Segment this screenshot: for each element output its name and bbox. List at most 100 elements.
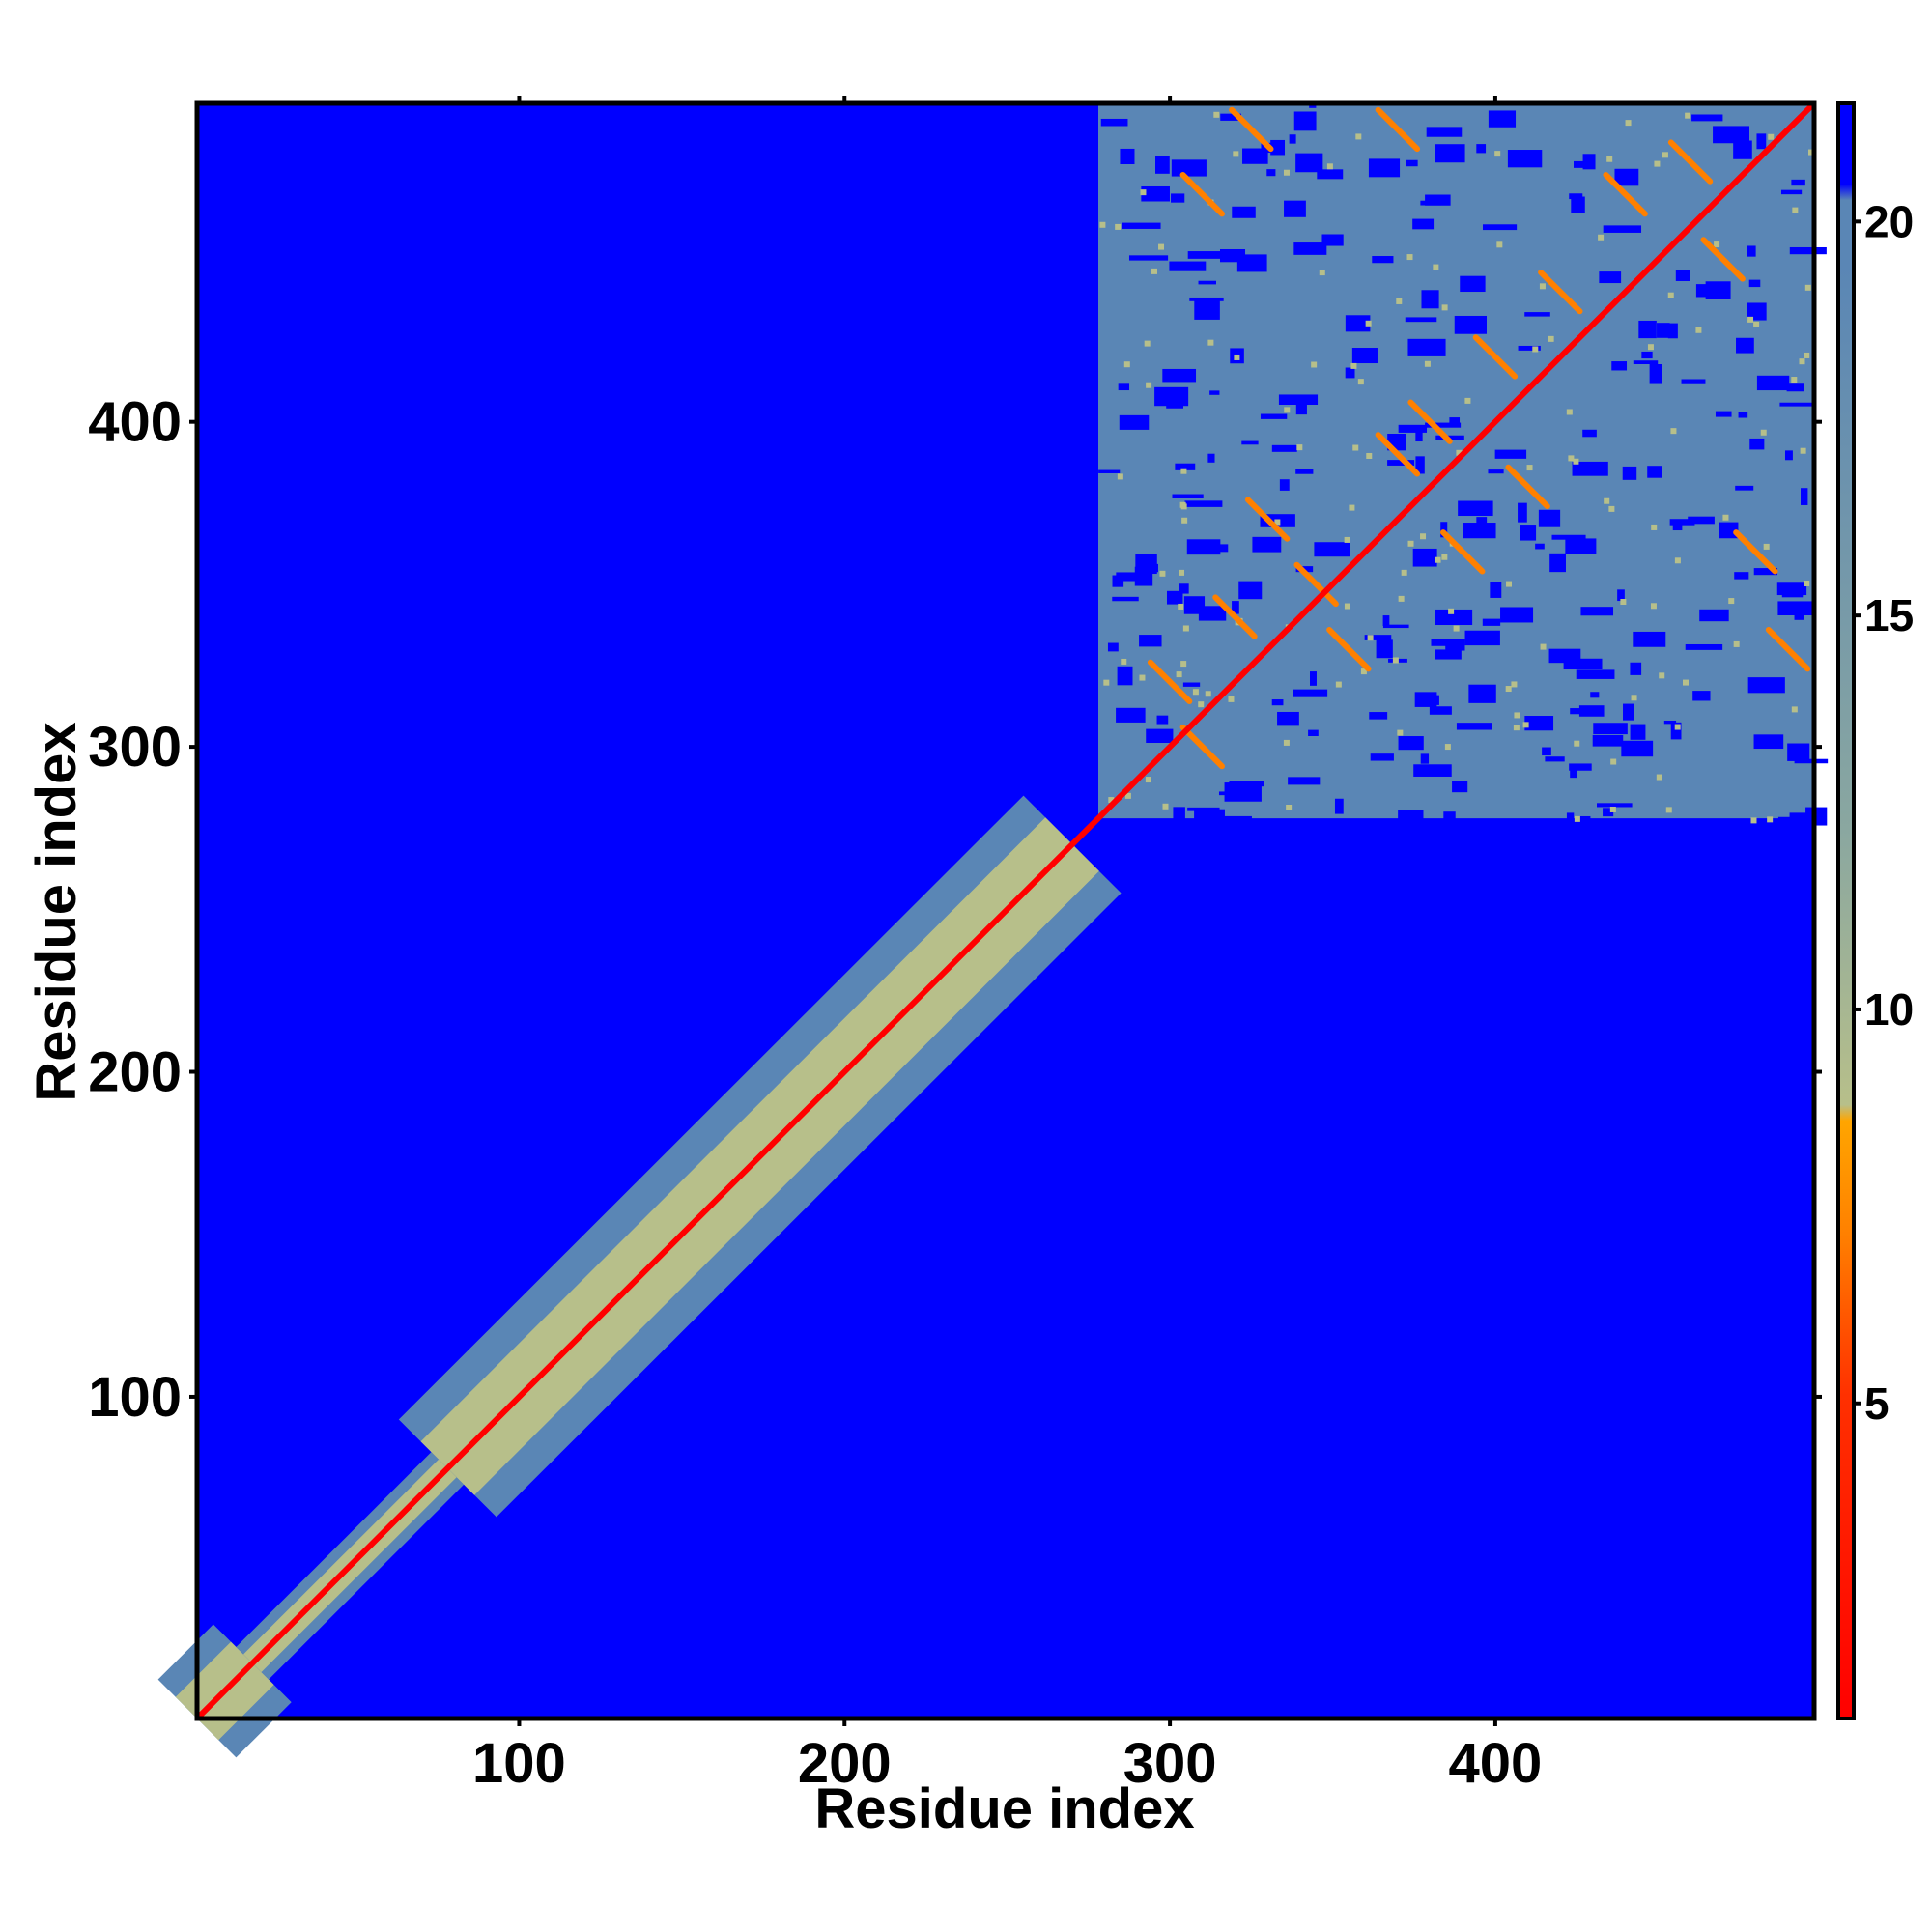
block-gap <box>1218 791 1229 796</box>
block-gap <box>1672 524 1683 531</box>
block-gap <box>1208 453 1215 463</box>
block-speck <box>1799 358 1805 365</box>
block-gap <box>1456 723 1492 730</box>
y-tick-label: 400 <box>88 391 182 454</box>
y-axis-ticks: 100 200 300 400 <box>88 391 1822 1429</box>
block-speck <box>1283 169 1290 176</box>
block-gap <box>1420 200 1441 206</box>
block-speck <box>1604 497 1610 504</box>
colorbar-gradient <box>1836 101 1856 1720</box>
block-gap <box>1580 607 1614 616</box>
block-gap <box>1675 270 1690 281</box>
x-tick-label: 200 <box>798 1732 892 1795</box>
block-gap <box>1641 351 1653 359</box>
block-gap <box>1685 643 1723 650</box>
block-gap <box>1252 536 1282 553</box>
block-speck <box>1420 533 1427 540</box>
block-gap <box>1590 692 1600 698</box>
block-speck <box>1683 679 1690 686</box>
block-speck <box>1349 504 1355 511</box>
block-speck <box>1665 807 1672 813</box>
block-gap <box>1699 609 1729 622</box>
block-gap <box>1794 758 1829 764</box>
block-gap <box>1141 185 1170 202</box>
block-gap <box>1187 251 1224 259</box>
block-speck <box>1319 270 1325 276</box>
block-speck <box>1804 284 1811 291</box>
block-gap <box>1524 716 1554 731</box>
block-gap <box>1119 414 1150 430</box>
block-speck <box>1631 695 1637 701</box>
block-speck <box>1144 340 1151 347</box>
block-gap <box>1520 525 1537 541</box>
block-gap <box>1574 160 1584 168</box>
block-gap <box>1420 753 1430 764</box>
block-speck <box>1335 681 1342 688</box>
block-gap <box>1784 450 1793 461</box>
block-gap <box>1753 568 1778 576</box>
block-gap <box>1736 337 1754 354</box>
block-speck <box>1539 283 1546 290</box>
block-gap <box>1173 807 1185 823</box>
block-gap <box>1490 582 1502 598</box>
block-speck <box>1108 797 1115 804</box>
plot-frame <box>194 100 1817 1721</box>
block-gap <box>1194 300 1220 320</box>
block-gap <box>1175 463 1196 470</box>
block-gap <box>1345 315 1371 332</box>
block-gap <box>1162 368 1197 383</box>
block-gap <box>1494 449 1527 459</box>
block-speck <box>1180 661 1187 668</box>
block-gap <box>1464 630 1500 646</box>
block-gap <box>1241 440 1259 445</box>
block-speck <box>1367 635 1374 641</box>
block-speck <box>1722 514 1729 521</box>
block-speck <box>1625 120 1632 127</box>
block-gap <box>1715 411 1732 417</box>
block-speck <box>1532 346 1539 353</box>
block-gap <box>1370 753 1394 761</box>
block-speck <box>1513 724 1520 731</box>
block-speck <box>1574 815 1580 822</box>
block-gap <box>1376 639 1393 659</box>
block-speck <box>1182 625 1189 632</box>
block-gap <box>1288 777 1321 785</box>
block-gap <box>1779 402 1814 407</box>
block-gap <box>1599 271 1622 284</box>
block-gap <box>1122 222 1161 229</box>
block-gap <box>1622 466 1637 480</box>
block-speck <box>1124 792 1131 799</box>
colorbar <box>1836 101 1856 1720</box>
block-speck <box>1464 397 1471 404</box>
block-speck <box>1728 598 1735 605</box>
x-tick-label: 300 <box>1123 1732 1217 1795</box>
block-gap <box>1777 601 1813 615</box>
contact-spot <box>1375 106 1421 153</box>
block-gap <box>1321 234 1344 246</box>
block-speck <box>1573 458 1579 465</box>
contact-spot <box>1765 626 1811 672</box>
block-gap <box>1596 803 1633 808</box>
contact-spot <box>1407 399 1453 444</box>
block-gap <box>1279 479 1290 491</box>
y-tick-label: 200 <box>88 1041 182 1104</box>
block-gap <box>1572 461 1608 476</box>
block-gap <box>1549 553 1566 573</box>
block-gap <box>1695 284 1725 298</box>
block-gap <box>1749 438 1765 450</box>
block-gap <box>1603 225 1642 233</box>
block-speck <box>1117 473 1123 480</box>
block-speck <box>1350 362 1357 369</box>
block-gap <box>1238 581 1263 600</box>
block-gap <box>1415 456 1425 474</box>
block-gap <box>1271 444 1297 452</box>
block-gap <box>1278 394 1319 405</box>
block-speck <box>1667 292 1674 298</box>
block-speck <box>1099 221 1106 228</box>
block-gap <box>1107 642 1119 652</box>
block-speck <box>1804 581 1810 587</box>
block-gap <box>1571 196 1585 213</box>
block-gap <box>1169 261 1207 271</box>
block-gap <box>1128 255 1169 261</box>
block-gap <box>1657 323 1670 338</box>
